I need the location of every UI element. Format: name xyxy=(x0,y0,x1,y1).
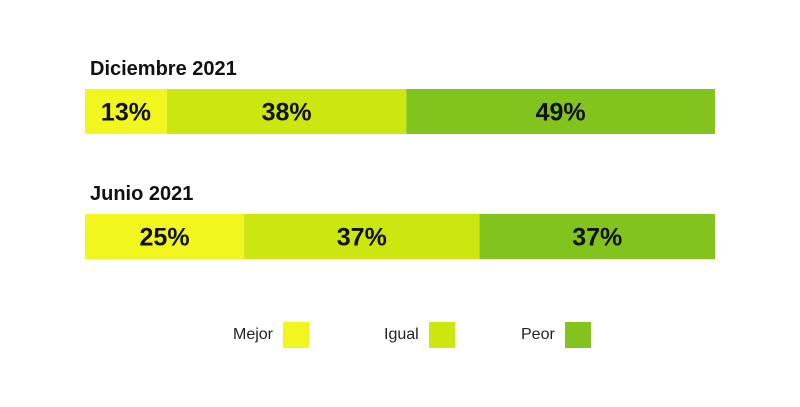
data-label-peor-diciembre-2021: 49% xyxy=(536,99,586,127)
data-label-igual-junio-2021: 37% xyxy=(337,224,387,252)
bar-segment-peor-junio-2021 xyxy=(479,214,715,259)
row-title-diciembre-2021: Diciembre 2021 xyxy=(90,58,237,80)
data-label-igual-diciembre-2021: 38% xyxy=(262,99,312,127)
data-label-mejor-junio-2021: 25% xyxy=(140,224,190,252)
data-label-mejor-diciembre-2021: 13% xyxy=(101,99,151,127)
legend-label-peor: Peor xyxy=(521,326,555,343)
data-label-peor-junio-2021: 37% xyxy=(572,224,622,252)
bar-segment-igual-diciembre-2021 xyxy=(166,89,407,134)
legend: Mejor Igual Peor xyxy=(0,320,800,350)
bar-segment-igual-junio-2021 xyxy=(244,214,480,259)
legend-item-mejor: Mejor xyxy=(233,320,310,350)
legend-swatch-mejor xyxy=(283,322,310,348)
bar-segment-peor-diciembre-2021 xyxy=(406,89,715,134)
bar-segment-mejor-junio-2021 xyxy=(85,214,245,259)
legend-swatch-peor xyxy=(564,322,591,348)
legend-swatch-igual xyxy=(428,322,455,348)
bar-segment-mejor-diciembre-2021 xyxy=(85,89,167,134)
legend-item-peor: Peor xyxy=(521,320,591,350)
legend-label-igual: Igual xyxy=(384,326,419,343)
legend-label-mejor: Mejor xyxy=(233,326,274,343)
row-title-junio-2021: Junio 2021 xyxy=(90,183,193,205)
legend-item-igual: Igual xyxy=(384,320,455,350)
